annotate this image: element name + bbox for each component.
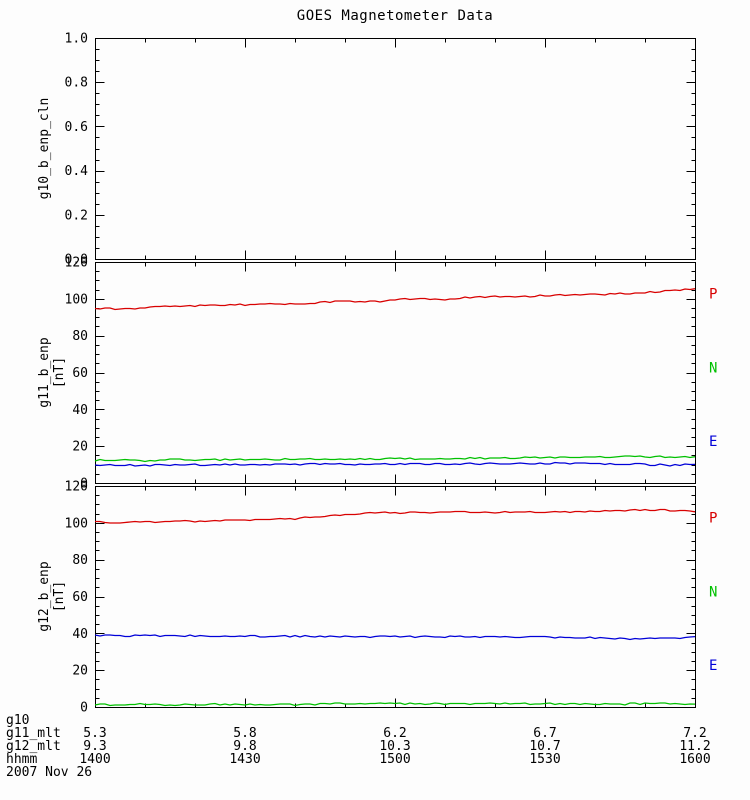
axis-row-value: 10.3	[379, 739, 411, 754]
y-tick-label: 0.8	[65, 76, 88, 91]
series-line-g12-N	[94, 702, 696, 707]
y-tick-label: 120	[65, 256, 88, 271]
series-line-g12-P	[95, 508, 696, 524]
axis-row-label: g12_mlt	[6, 739, 61, 754]
series-line-g11-N	[94, 455, 696, 463]
y-axis-units-label: [nT]	[52, 581, 67, 612]
series-line-g11-E	[94, 461, 696, 467]
panel-g11: 0 20 40 60 80 100 120 g11_b_enp [nT] P N E	[37, 256, 717, 492]
axis-row-g10: g10	[0, 714, 750, 727]
y-tick-label: 40	[72, 403, 88, 418]
axis-ticks	[95, 38, 696, 260]
y-tick-label: 60	[72, 590, 88, 605]
component-label-E: E	[709, 658, 717, 674]
axis-row-value: 1600	[679, 752, 711, 767]
y-axis-label: g11_b_enp	[37, 337, 52, 408]
y-tick-label: 1.0	[65, 32, 88, 47]
axis-row-label: hhmm	[6, 752, 38, 767]
y-axis-label: g12_b_enp	[37, 561, 52, 632]
date-label-row: 2007 Nov 26	[0, 766, 750, 779]
axis-row-g11-mlt: g11_mlt 5.3 5.8 6.2 6.7 7.2	[0, 727, 750, 740]
y-tick-label: 0.4	[65, 164, 89, 179]
axis-row-value: 6.7	[533, 726, 557, 741]
y-axis-label: g10_b_enp_cln	[37, 98, 52, 200]
y-tick-label: 20	[72, 664, 88, 679]
panel-g10: 0.0 0.2 0.4 0.6 0.8 1.0 g10_b_enp_cln	[37, 32, 696, 268]
chart-title: GOES Magnetometer Data	[296, 8, 494, 24]
axis-row-value: 9.3	[83, 739, 107, 754]
y-tick-label: 0.2	[65, 208, 88, 223]
y-tick-label: 100	[65, 292, 88, 307]
axis-row-label: g10	[6, 713, 30, 728]
panel-g12: 0 20 40 60 80 100 120 g12_b_enp [nT] P N E	[37, 480, 717, 716]
axis-row-value: 1430	[229, 752, 261, 767]
y-tick-label: 0.0	[65, 253, 88, 268]
y-tick-label: 0	[80, 701, 88, 716]
y-tick-label: 120	[65, 480, 88, 495]
axis-row-value: 1400	[79, 752, 111, 767]
axis-row-value: 5.3	[83, 726, 107, 741]
component-label-N: N	[709, 584, 717, 600]
component-label-P: P	[709, 511, 717, 527]
y-tick-label: 80	[72, 553, 88, 568]
component-label-N: N	[709, 360, 717, 376]
date-label: 2007 Nov 26	[6, 765, 93, 780]
y-tick-label: 40	[72, 627, 88, 642]
series-line-g11-P	[94, 288, 696, 311]
component-label-P: P	[709, 287, 717, 303]
axis-row-label: g11_mlt	[6, 726, 61, 741]
y-tick-label: 60	[72, 366, 88, 381]
axis-row-hhmm: hhmm 1400 1430 1500 1530 1600	[0, 753, 750, 766]
y-tick-label: 0	[80, 477, 88, 492]
y-axis-units-label: [nT]	[52, 357, 67, 388]
axis-row-value: 1500	[379, 752, 411, 767]
series-line-g12-E	[94, 634, 696, 641]
axis-row-value: 6.2	[383, 726, 407, 741]
y-tick-label: 20	[72, 440, 88, 455]
axis-row-value: 11.2	[679, 739, 711, 754]
component-label-E: E	[709, 434, 717, 450]
axis-row-value: 7.2	[683, 726, 707, 741]
axis-row-g12-mlt: g12_mlt 9.3 9.8 10.3 10.7 11.2	[0, 740, 750, 753]
axis-row-value: 1530	[529, 752, 561, 767]
y-tick-label: 0.6	[65, 120, 88, 135]
y-tick-label: 100	[65, 516, 88, 531]
axis-row-value: 5.8	[233, 726, 257, 741]
axis-ticks	[95, 262, 696, 484]
axis-row-value: 10.7	[529, 739, 561, 754]
y-tick-label: 80	[72, 329, 88, 344]
axis-row-value: 9.8	[233, 739, 257, 754]
